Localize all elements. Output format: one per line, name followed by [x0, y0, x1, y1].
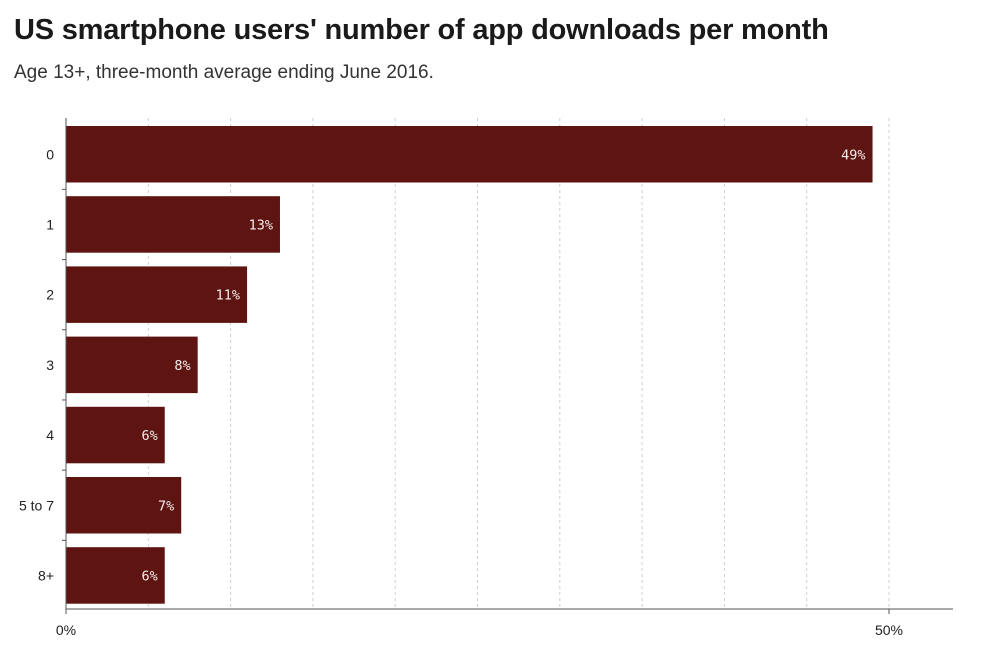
bar — [66, 547, 165, 604]
data-label: 6% — [141, 568, 157, 584]
bar — [66, 196, 280, 253]
category-label: 5 to 7 — [19, 497, 54, 513]
chart-title: US smartphone users' number of app downl… — [14, 14, 829, 46]
chart-subtitle: Age 13+, three-month average ending June… — [14, 62, 434, 83]
data-label: 13% — [249, 217, 273, 233]
category-label: 4 — [46, 427, 54, 443]
bar — [66, 266, 248, 323]
bar — [66, 336, 198, 394]
bar — [66, 126, 873, 183]
axes: 0 1 2 3 4 5 to 7 8+ 0% 50% — [19, 118, 953, 638]
data-label: 11% — [216, 288, 240, 304]
bar — [66, 477, 182, 534]
category-label: 3 — [46, 357, 54, 373]
bar — [66, 406, 165, 464]
x-tick-label: 50% — [875, 622, 903, 638]
gridlines — [147, 118, 890, 609]
bars: 49% 13% 11% 8% 6% 7% 6% — [66, 126, 873, 604]
category-label: 1 — [46, 216, 54, 232]
data-label: 49% — [841, 147, 865, 163]
category-label: 2 — [46, 287, 54, 303]
category-label: 0 — [46, 146, 54, 162]
data-label: 7% — [158, 498, 174, 514]
data-label: 8% — [174, 358, 190, 374]
x-tick-label: 0% — [56, 622, 76, 638]
data-label: 6% — [141, 428, 157, 444]
category-label: 8+ — [38, 567, 54, 583]
